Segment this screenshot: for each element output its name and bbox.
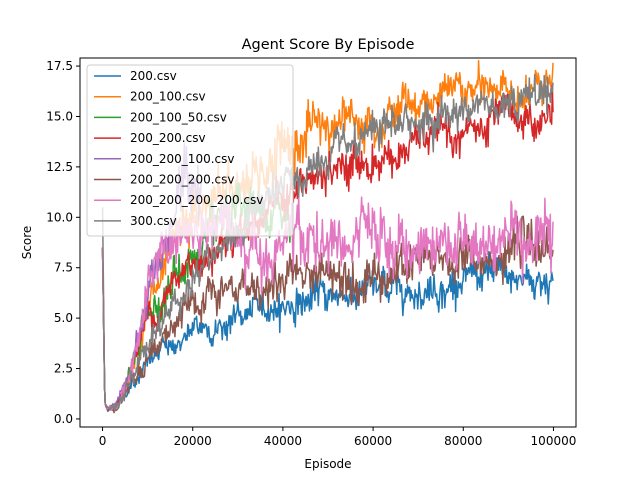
- x-axis-label: Episode: [304, 457, 351, 471]
- series-line: [101, 73, 554, 412]
- y-tick-label: 10.0: [46, 210, 73, 224]
- y-tick-label: 0.0: [54, 412, 73, 426]
- legend-entry-label: 300.csv: [130, 214, 177, 228]
- chart-title: Agent Score By Episode: [242, 37, 415, 53]
- x-tick-label: 60000: [354, 434, 392, 448]
- legend-entry-label: 200_200_100.csv: [130, 152, 234, 166]
- x-axis: 0 20000 40000 60000 80000 100000: [99, 427, 577, 448]
- series-line: [101, 193, 554, 411]
- y-tick-label: 17.5: [46, 59, 73, 73]
- legend-entry-label: 200_100_50.csv: [130, 110, 227, 124]
- legend: 200.csv 200_100.csv 200_100_50.csv 200_200.…: [86, 64, 294, 237]
- legend-box: [86, 64, 294, 237]
- y-tick-label: 7.5: [54, 261, 73, 275]
- legend-entry-label: 200_200_200.csv: [130, 173, 234, 187]
- x-tick-label: 80000: [444, 434, 482, 448]
- y-axis: 0.0 2.5 5.0 7.5 10.0 12.5 15.0 17.5: [46, 59, 80, 426]
- series-line: [101, 247, 554, 413]
- x-tick-label: 0: [99, 434, 107, 448]
- y-tick-label: 15.0: [46, 109, 73, 123]
- y-tick-label: 5.0: [54, 311, 73, 325]
- legend-entry-label: 200_200_200_200.csv: [130, 193, 263, 207]
- y-tick-label: 12.5: [46, 160, 73, 174]
- series-line: [101, 84, 554, 411]
- x-tick-label: 20000: [174, 434, 212, 448]
- legend-entry-label: 200_100.csv: [130, 90, 206, 104]
- legend-entry-label: 200.csv: [130, 69, 177, 83]
- y-tick-label: 2.5: [54, 362, 73, 376]
- x-tick-label: 40000: [264, 434, 302, 448]
- legend-entry-label: 200_200.csv: [130, 131, 206, 145]
- plot-frame: [79, 57, 577, 428]
- y-axis-label: Score: [20, 226, 34, 260]
- x-tick-label: 100000: [531, 434, 577, 448]
- series-line: [101, 215, 554, 414]
